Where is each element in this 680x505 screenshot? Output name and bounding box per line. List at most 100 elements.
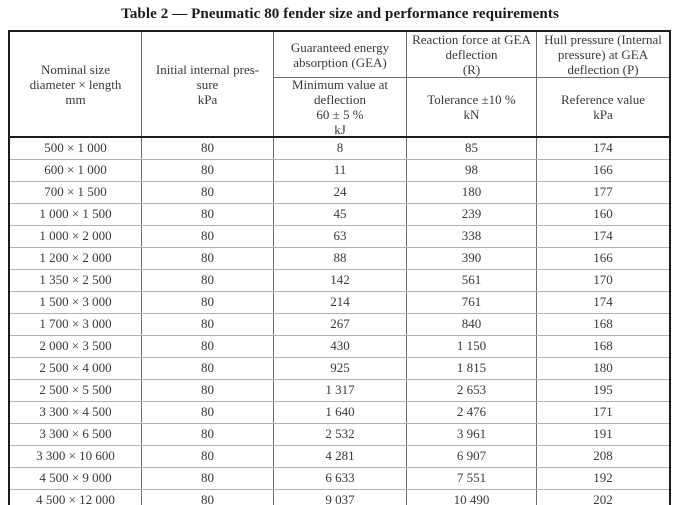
cell-hull-pressure: 168 — [536, 336, 669, 357]
cell-nominal-size: 2 500 × 5 500 — [39, 382, 112, 397]
cell-reaction-force: 761 — [406, 292, 536, 313]
cell-gea: 11 — [273, 160, 406, 181]
header-reaction-title: Reaction force at GEA deflection (R) — [407, 32, 536, 78]
table-row: 1 000 × 2 000 80 63 338 174 — [10, 225, 669, 247]
header-hull-pressure-column: Hull pressure (Internal pressure) at GEA… — [536, 32, 669, 136]
table-row: 3 300 × 4 500 80 1 640 2 476 171 — [10, 401, 669, 423]
cell-initial-pressure: 80 — [141, 182, 273, 203]
cell-initial-pressure: 80 — [141, 446, 273, 467]
cell-hull-pressure: 174 — [536, 226, 669, 247]
cell-reaction-force: 840 — [406, 314, 536, 335]
cell-gea: 1 640 — [273, 402, 406, 423]
table-header: Nominal size diameter × length mm Initia… — [10, 32, 669, 138]
cell-hull-pressure: 171 — [536, 402, 669, 423]
cell-reaction-force: 2 653 — [406, 380, 536, 401]
table-row: 2 500 × 4 000 80 925 1 815 180 — [10, 357, 669, 379]
cell-initial-pressure: 80 — [141, 248, 273, 269]
cell-gea: 142 — [273, 270, 406, 291]
cell-reaction-force: 10 490 — [406, 490, 536, 505]
cell-nominal-size: 3 300 × 10 600 — [36, 448, 115, 463]
cell-gea: 925 — [273, 358, 406, 379]
header-hull-pressure-subtitle: Reference value kPa — [560, 92, 646, 122]
header-gea-column: Guaranteed energy absorption (GEA) Minim… — [273, 32, 406, 137]
cell-hull-pressure: 208 — [536, 446, 669, 467]
cell-initial-pressure: 80 — [141, 160, 273, 181]
table-row: 2 000 × 3 500 80 430 1 150 168 — [10, 335, 669, 357]
cell-initial-pressure: 80 — [141, 402, 273, 423]
table-row: 1 200 × 2 000 80 88 390 166 — [10, 247, 669, 269]
table-row: 500 × 1 000 80 8 85 174 — [10, 138, 669, 159]
cell-reaction-force: 180 — [406, 182, 536, 203]
cell-hull-pressure: 195 — [536, 380, 669, 401]
cell-initial-pressure: 80 — [141, 468, 273, 489]
cell-hull-pressure: 177 — [536, 182, 669, 203]
cell-nominal-size: 4 500 × 9 000 — [39, 470, 112, 485]
cell-initial-pressure: 80 — [141, 490, 273, 505]
cell-reaction-force: 7 551 — [406, 468, 536, 489]
cell-reaction-force: 1 150 — [406, 336, 536, 357]
cell-reaction-force: 239 — [406, 204, 536, 225]
cell-gea: 430 — [273, 336, 406, 357]
cell-gea: 9 037 — [273, 490, 406, 505]
table-row: 1 700 × 3 000 80 267 840 168 — [10, 313, 669, 335]
cell-reaction-force: 6 907 — [406, 446, 536, 467]
cell-nominal-size: 3 300 × 4 500 — [39, 404, 112, 419]
cell-initial-pressure: 80 — [141, 204, 273, 225]
cell-reaction-force: 98 — [406, 160, 536, 181]
cell-nominal-size: 600 × 1 000 — [44, 162, 107, 177]
cell-hull-pressure: 180 — [536, 358, 669, 379]
header-hull-pressure-title: Hull pressure (Internal pressure) at GEA… — [537, 32, 669, 78]
cell-nominal-size: 2 500 × 4 000 — [39, 360, 112, 375]
fender-performance-table: Nominal size diameter × length mm Initia… — [8, 30, 671, 505]
cell-nominal-size: 1 200 × 2 000 — [39, 250, 112, 265]
cell-reaction-force: 390 — [406, 248, 536, 269]
cell-initial-pressure: 80 — [141, 314, 273, 335]
cell-initial-pressure: 80 — [141, 226, 273, 247]
cell-hull-pressure: 191 — [536, 424, 669, 445]
cell-reaction-force: 338 — [406, 226, 536, 247]
table-row: 3 300 × 6 500 80 2 532 3 961 191 — [10, 423, 669, 445]
cell-initial-pressure: 80 — [141, 380, 273, 401]
cell-gea: 4 281 — [273, 446, 406, 467]
cell-initial-pressure: 80 — [141, 292, 273, 313]
cell-gea: 1 317 — [273, 380, 406, 401]
table-row: 1 500 × 3 000 80 214 761 174 — [10, 291, 669, 313]
cell-gea: 267 — [273, 314, 406, 335]
cell-gea: 6 633 — [273, 468, 406, 489]
cell-nominal-size: 1 000 × 2 000 — [39, 228, 112, 243]
cell-hull-pressure: 166 — [536, 160, 669, 181]
cell-nominal-size: 4 500 × 12 000 — [36, 492, 115, 505]
cell-nominal-size: 1 350 × 2 500 — [39, 272, 112, 287]
cell-nominal-size: 2 000 × 3 500 — [39, 338, 112, 353]
cell-gea: 24 — [273, 182, 406, 203]
cell-nominal-size: 1 700 × 3 000 — [39, 316, 112, 331]
cell-hull-pressure: 160 — [536, 204, 669, 225]
header-gea-title: Guaranteed energy absorption (GEA) — [274, 32, 406, 78]
cell-gea: 2 532 — [273, 424, 406, 445]
cell-nominal-size: 3 300 × 6 500 — [39, 426, 112, 441]
cell-gea: 63 — [273, 226, 406, 247]
table-row: 1 350 × 2 500 80 142 561 170 — [10, 269, 669, 291]
cell-hull-pressure: 168 — [536, 314, 669, 335]
table-row: 600 × 1 000 80 11 98 166 — [10, 159, 669, 181]
cell-reaction-force: 1 815 — [406, 358, 536, 379]
header-reaction-column: Reaction force at GEA deflection (R) Tol… — [406, 32, 536, 136]
header-reaction-subtitle: Tolerance ±10 % kN — [427, 92, 516, 122]
header-gea-subtitle: Minimum value at deflection 60 ± 5 % kJ — [291, 77, 389, 137]
cell-hull-pressure: 202 — [536, 490, 669, 505]
cell-hull-pressure: 166 — [536, 248, 669, 269]
table-row: 3 300 × 10 600 80 4 281 6 907 208 — [10, 445, 669, 467]
cell-nominal-size: 1 000 × 1 500 — [39, 206, 112, 221]
cell-reaction-force: 3 961 — [406, 424, 536, 445]
cell-gea: 88 — [273, 248, 406, 269]
cell-gea: 8 — [273, 138, 406, 159]
table-row: 700 × 1 500 80 24 180 177 — [10, 181, 669, 203]
cell-initial-pressure: 80 — [141, 336, 273, 357]
table-row: 2 500 × 5 500 80 1 317 2 653 195 — [10, 379, 669, 401]
cell-reaction-force: 561 — [406, 270, 536, 291]
cell-reaction-force: 2 476 — [406, 402, 536, 423]
header-nominal-size: Nominal size diameter × length mm — [29, 61, 122, 107]
cell-hull-pressure: 192 — [536, 468, 669, 489]
cell-hull-pressure: 174 — [536, 138, 669, 159]
table-row: 4 500 × 9 000 80 6 633 7 551 192 — [10, 467, 669, 489]
